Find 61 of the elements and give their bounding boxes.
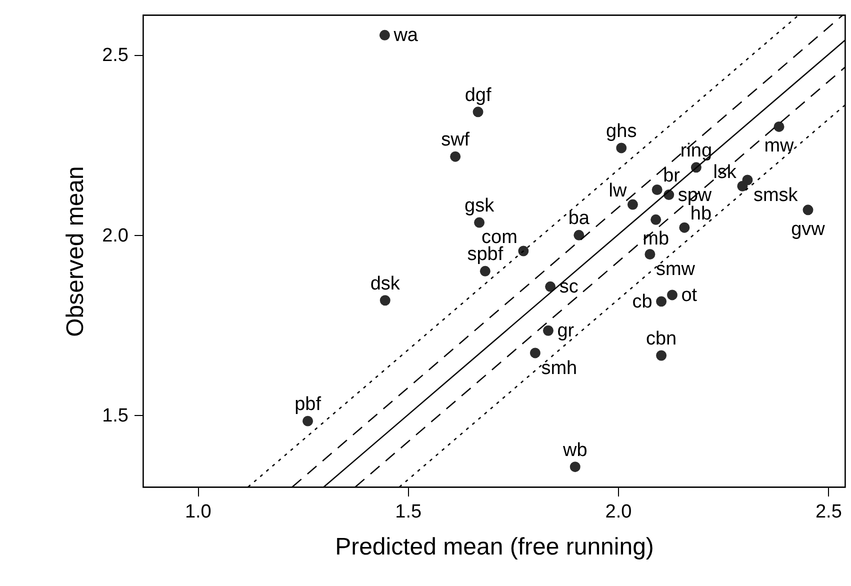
x-tick-label: 1.5	[395, 502, 422, 522]
point	[480, 266, 490, 276]
y-tick-label: 1.5	[102, 405, 128, 426]
point	[302, 416, 314, 426]
point	[450, 151, 461, 162]
annotation: gvw	[791, 218, 826, 240]
point	[627, 199, 638, 210]
annotation: dgf	[464, 84, 492, 106]
annotation: pbf	[294, 394, 322, 416]
annotation: spbf	[467, 244, 504, 266]
annotation: cb	[632, 291, 652, 312]
y-tick-label: 2.0	[102, 225, 128, 246]
annotation: smsk	[753, 185, 798, 206]
point	[542, 325, 554, 336]
x-axis-title: Predicted mean (free running)	[335, 534, 654, 560]
point	[530, 348, 540, 358]
point	[472, 106, 484, 118]
annotation: dsk	[370, 273, 400, 294]
point	[518, 246, 529, 256]
annotation: mb	[642, 228, 670, 250]
annotation: ba	[568, 208, 590, 230]
annotation: mw	[764, 136, 794, 157]
point	[650, 214, 662, 225]
x-tick-label: 2.0	[605, 502, 632, 522]
annotation: spw	[678, 184, 712, 206]
point	[652, 184, 662, 195]
annotation: smh	[541, 358, 578, 379]
annotation: ot	[681, 284, 698, 306]
annotation: swf	[441, 130, 470, 151]
point	[570, 462, 580, 472]
annotation: hb	[690, 204, 712, 225]
annotation: cbn	[646, 328, 677, 350]
y-tick-label: 2.5	[102, 45, 128, 66]
point	[545, 281, 556, 292]
annotation: wb	[562, 440, 588, 461]
y-axis-title: Observed mean	[62, 166, 90, 337]
point	[656, 296, 667, 307]
annotation: ring	[680, 140, 712, 162]
point	[774, 121, 784, 132]
annotation: lw	[608, 180, 627, 202]
point	[379, 30, 390, 40]
point	[380, 295, 390, 306]
point	[737, 180, 748, 192]
x-tick-label: 1.0	[184, 502, 212, 522]
point	[679, 222, 690, 233]
x-tick-label: 2.5	[815, 502, 842, 522]
point	[574, 230, 584, 240]
point	[474, 217, 485, 228]
annotation: gsk	[464, 196, 495, 217]
annotation: sc	[559, 276, 578, 298]
annotation: smw	[656, 259, 696, 280]
annotation: lsk	[713, 162, 737, 184]
point	[666, 290, 678, 300]
point	[644, 249, 656, 260]
annotation: ghs	[606, 120, 637, 142]
point	[802, 204, 814, 216]
point	[616, 142, 627, 154]
point	[656, 350, 667, 361]
annotation: gr	[557, 320, 575, 342]
annotation: wa	[392, 25, 418, 46]
annotation: br	[663, 166, 681, 187]
